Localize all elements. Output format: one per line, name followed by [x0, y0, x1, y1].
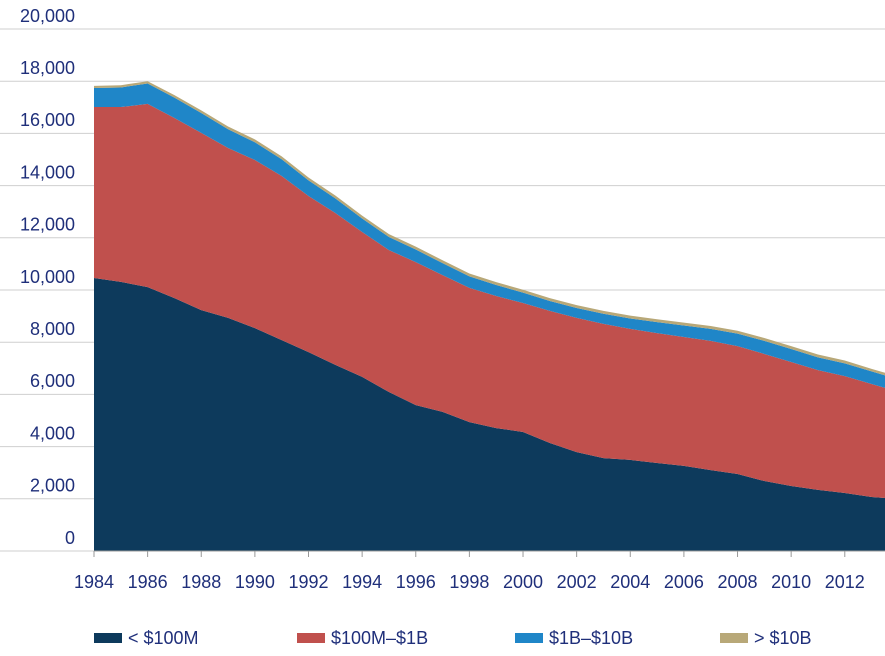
- y-tick-label: 8,000: [30, 319, 75, 339]
- x-tick-label: 2008: [718, 572, 758, 592]
- y-tick-label: 4,000: [30, 423, 75, 443]
- area: [94, 83, 885, 388]
- area: [94, 277, 885, 551]
- y-tick-label: 2,000: [30, 476, 75, 496]
- legend-label: > $10B: [754, 628, 812, 648]
- x-tick-label: 1998: [449, 572, 489, 592]
- x-tick-label: 2004: [610, 572, 650, 592]
- y-tick-label: 14,000: [20, 162, 75, 182]
- y-tick-label: 0: [65, 528, 75, 548]
- x-tick-label: 2010: [771, 572, 811, 592]
- y-tick-label: 20,000: [20, 6, 75, 26]
- x-tick-label: 1990: [235, 572, 275, 592]
- y-tick-label: 16,000: [20, 110, 75, 130]
- y-tick-label: 10,000: [20, 267, 75, 287]
- x-tick-label: 1986: [128, 572, 168, 592]
- x-tick-label: 1992: [288, 572, 328, 592]
- y-tick-label: 12,000: [20, 215, 75, 235]
- legend-label: $100M–$1B: [331, 628, 428, 648]
- x-tick-label: 2002: [557, 572, 597, 592]
- legend-label: $1B–$10B: [549, 628, 633, 648]
- x-tick-label: 1996: [396, 572, 436, 592]
- legend-swatch: [720, 633, 748, 643]
- x-tick-label: 1994: [342, 572, 382, 592]
- legend-swatch: [297, 633, 325, 643]
- y-tick-label: 18,000: [20, 58, 75, 78]
- x-tick-label: 2012: [825, 572, 865, 592]
- x-tick-label: 2000: [503, 572, 543, 592]
- x-tick-label: 1988: [181, 572, 221, 592]
- legend-label: < $100M: [128, 628, 199, 648]
- legend-swatch: [94, 633, 122, 643]
- legend-swatch: [515, 633, 543, 643]
- x-tick-label: 1984: [74, 572, 114, 592]
- y-tick-label: 6,000: [30, 371, 75, 391]
- x-tick-label: 2006: [664, 572, 704, 592]
- area: [94, 103, 885, 499]
